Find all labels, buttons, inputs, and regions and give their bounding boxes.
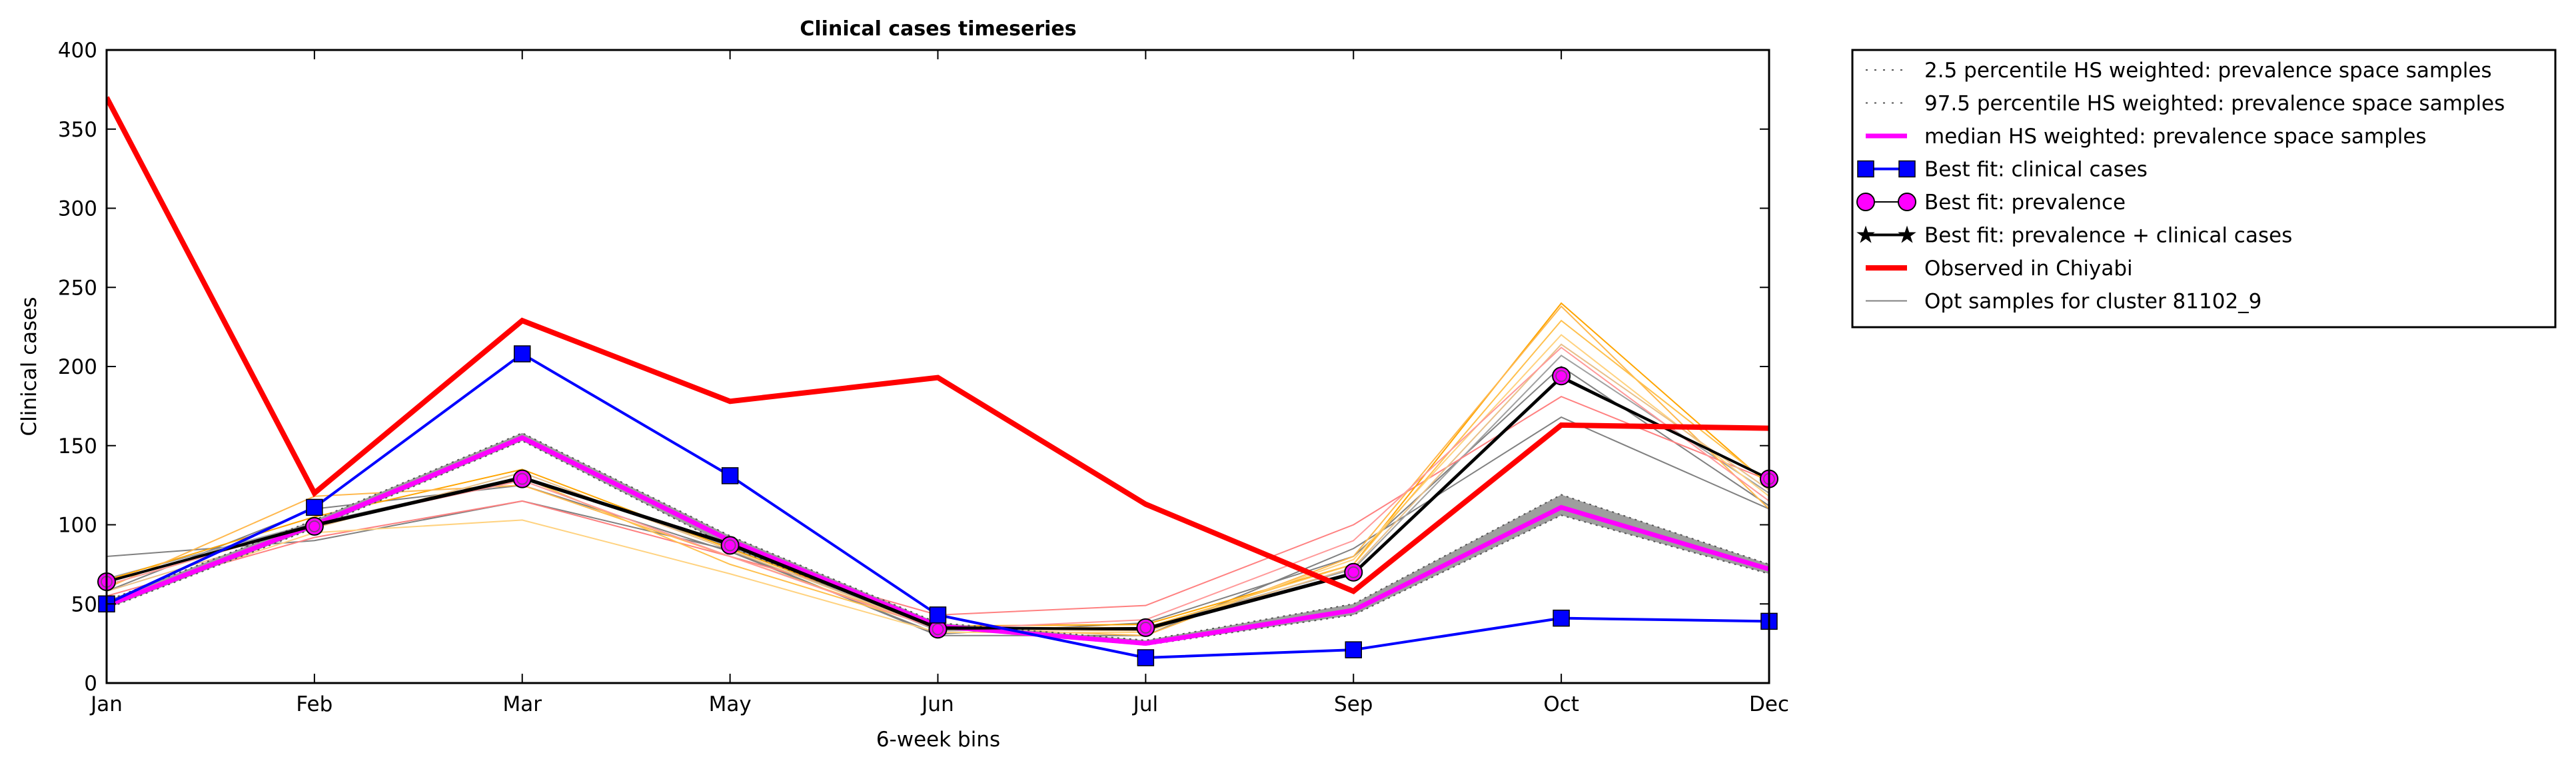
y-tick-label: 300 bbox=[58, 197, 97, 221]
prevalence-point bbox=[1552, 367, 1571, 386]
prevalence-point bbox=[512, 469, 532, 488]
plot-frame bbox=[105, 49, 1770, 684]
prevalence-point-inner bbox=[724, 539, 736, 552]
prevalence-point-inner bbox=[516, 472, 528, 485]
y-tick-label: 0 bbox=[84, 672, 97, 696]
prevalence-point-inner bbox=[932, 623, 944, 636]
x-tick-label: Jul bbox=[1132, 692, 1158, 716]
plot-area: 0 50 100 150 200 250 300 350 400 Jan Feb Mar May Jun J… bbox=[58, 39, 1789, 716]
y-axis-label: Clinical cases bbox=[17, 297, 41, 436]
clinical-point bbox=[1137, 649, 1155, 666]
prevalence-point bbox=[1344, 562, 1363, 582]
legend-box bbox=[1851, 49, 2557, 329]
clinical-point bbox=[1345, 641, 1362, 658]
clinical-point bbox=[721, 467, 739, 484]
opt-sample-line-7 bbox=[107, 319, 1769, 628]
opt-sample-line-2 bbox=[107, 355, 1769, 632]
percentile-lower-line bbox=[107, 440, 1769, 646]
y-tick-label: 350 bbox=[58, 118, 97, 142]
y-tick-label: 250 bbox=[58, 276, 97, 300]
x-tick-label: Dec bbox=[1749, 692, 1789, 716]
x-tick-label: Oct bbox=[1543, 692, 1579, 716]
legend-label: Opt samples for cluster 81102_9 bbox=[1924, 290, 2261, 314]
legend-label: Best fit: prevalence + clinical cases bbox=[1924, 224, 2292, 248]
prevalence-point bbox=[1136, 618, 1155, 637]
y-tick-label: 200 bbox=[58, 355, 97, 379]
x-tick-label: Sep bbox=[1334, 692, 1373, 716]
x-tick-label: Feb bbox=[296, 692, 332, 716]
legend-star-marker: ★ bbox=[1896, 222, 1918, 249]
prevalence-point-inner bbox=[1139, 621, 1152, 634]
prevalence-point-inner bbox=[308, 520, 321, 532]
legend-circle-marker bbox=[1898, 193, 1916, 211]
opt-sample-line-4 bbox=[107, 302, 1769, 627]
series-group bbox=[107, 96, 1769, 660]
x-tick-label: Jun bbox=[920, 692, 954, 716]
legend-label: median HS weighted: prevalence space sam… bbox=[1924, 125, 2427, 149]
legend-circle-marker bbox=[1856, 193, 1875, 211]
prevalence-point-inner bbox=[1555, 370, 1568, 383]
observed-line bbox=[107, 96, 1769, 594]
legend-label: 2.5 percentile HS weighted: prevalence s… bbox=[1924, 59, 2492, 83]
legend-label: Best fit: prevalence bbox=[1924, 191, 2126, 215]
prevalence-point-inner bbox=[1347, 566, 1360, 578]
legend-square-marker bbox=[1898, 160, 1916, 178]
y-tick-label: 150 bbox=[58, 434, 97, 458]
legend-label: 97.5 percentile HS weighted: prevalence … bbox=[1924, 92, 2505, 116]
prevalence-point bbox=[305, 516, 324, 536]
legend-label: Observed in Chiyabi bbox=[1924, 257, 2133, 281]
x-tick-label: May bbox=[709, 692, 752, 716]
y-tick-label: 100 bbox=[58, 514, 97, 538]
clinical-point bbox=[1553, 609, 1570, 627]
legend-square-marker bbox=[1857, 160, 1874, 178]
opt-sample-line-8 bbox=[107, 343, 1769, 632]
y-tick-label: 50 bbox=[71, 592, 97, 616]
x-tick-label: Jan bbox=[89, 692, 123, 716]
legend: 2.5 percentile HS weighted: prevalence s… bbox=[1851, 49, 2557, 329]
y-tick-label: 400 bbox=[58, 39, 97, 63]
clinical-point bbox=[929, 606, 947, 624]
chart-title: Clinical cases timeseries bbox=[800, 17, 1076, 41]
legend-star-marker: ★ bbox=[1855, 222, 1876, 249]
clinical-point bbox=[514, 345, 531, 363]
legend-label: Best fit: clinical cases bbox=[1924, 158, 2148, 182]
x-tick-label: Mar bbox=[503, 692, 542, 716]
opt-sample-line-1 bbox=[107, 365, 1769, 635]
clinical-point bbox=[306, 498, 323, 516]
percentile-upper-line bbox=[107, 432, 1769, 641]
opt-sample-line-5 bbox=[107, 305, 1769, 636]
prevalence-point bbox=[720, 536, 740, 555]
x-axis-label: 6-week bins bbox=[876, 728, 1000, 752]
